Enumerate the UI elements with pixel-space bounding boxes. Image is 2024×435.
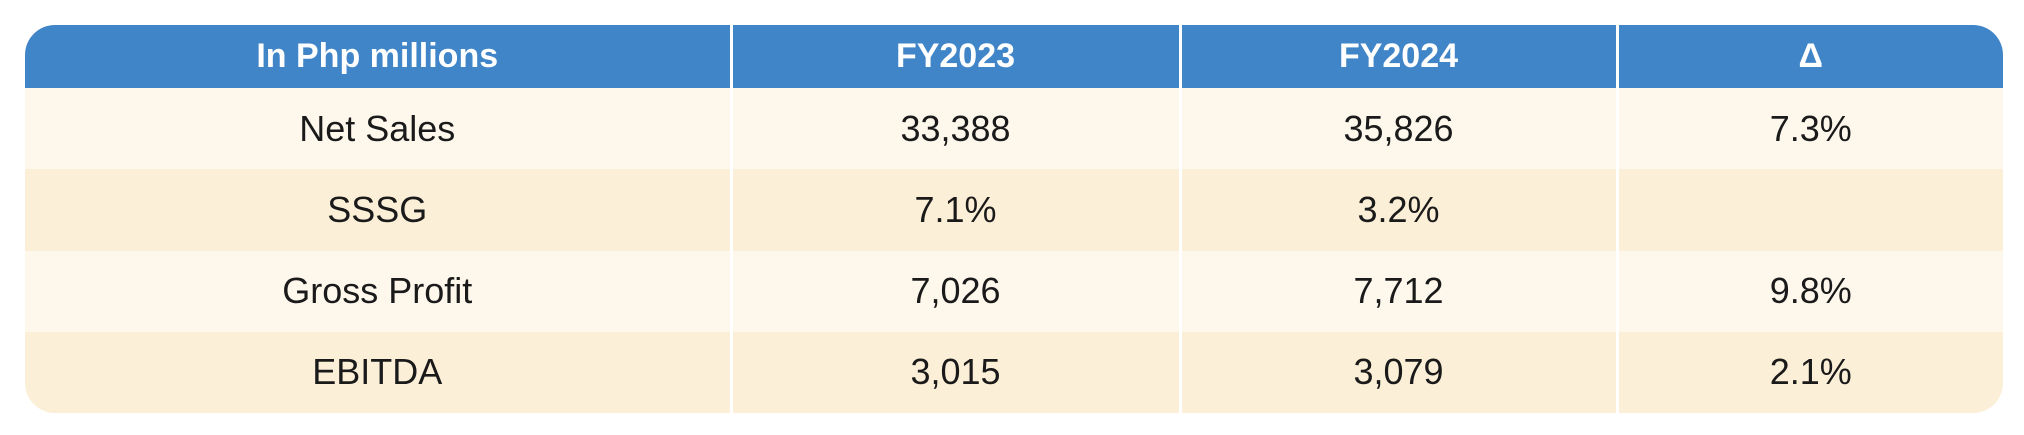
cell-delta: 7.3%	[1617, 88, 2003, 170]
cell-fy2024: 3,079	[1180, 331, 1619, 413]
column-header-fy2023: FY2023	[731, 25, 1182, 88]
row-label: EBITDA	[25, 331, 733, 413]
row-label: Gross Profit	[25, 250, 733, 332]
financial-summary-table: In Php millions FY2023 FY2024 Δ Net Sale…	[25, 25, 2003, 413]
table-row: Gross Profit 7,026 7,712 9.8%	[25, 250, 2003, 332]
cell-fy2024: 7,712	[1180, 250, 1619, 332]
table-row: SSSG 7.1% 3.2%	[25, 169, 2003, 251]
cell-delta: 2.1%	[1617, 331, 2003, 413]
table-row: EBITDA 3,015 3,079 2.1%	[25, 331, 2003, 413]
cell-fy2023: 7.1%	[731, 169, 1182, 251]
column-header-delta: Δ	[1617, 25, 2003, 88]
table-row: Net Sales 33,388 35,826 7.3%	[25, 88, 2003, 170]
header-row: In Php millions FY2023 FY2024 Δ	[25, 25, 2003, 88]
column-header-metric: In Php millions	[25, 25, 733, 88]
data-table: In Php millions FY2023 FY2024 Δ Net Sale…	[25, 25, 2003, 413]
column-header-fy2024: FY2024	[1180, 25, 1619, 88]
cell-delta	[1617, 169, 2003, 251]
cell-fy2024: 35,826	[1180, 88, 1619, 170]
cell-delta: 9.8%	[1617, 250, 2003, 332]
row-label: Net Sales	[25, 88, 733, 170]
cell-fy2023: 3,015	[731, 331, 1182, 413]
cell-fy2024: 3.2%	[1180, 169, 1619, 251]
row-label: SSSG	[25, 169, 733, 251]
cell-fy2023: 7,026	[731, 250, 1182, 332]
cell-fy2023: 33,388	[731, 88, 1182, 170]
